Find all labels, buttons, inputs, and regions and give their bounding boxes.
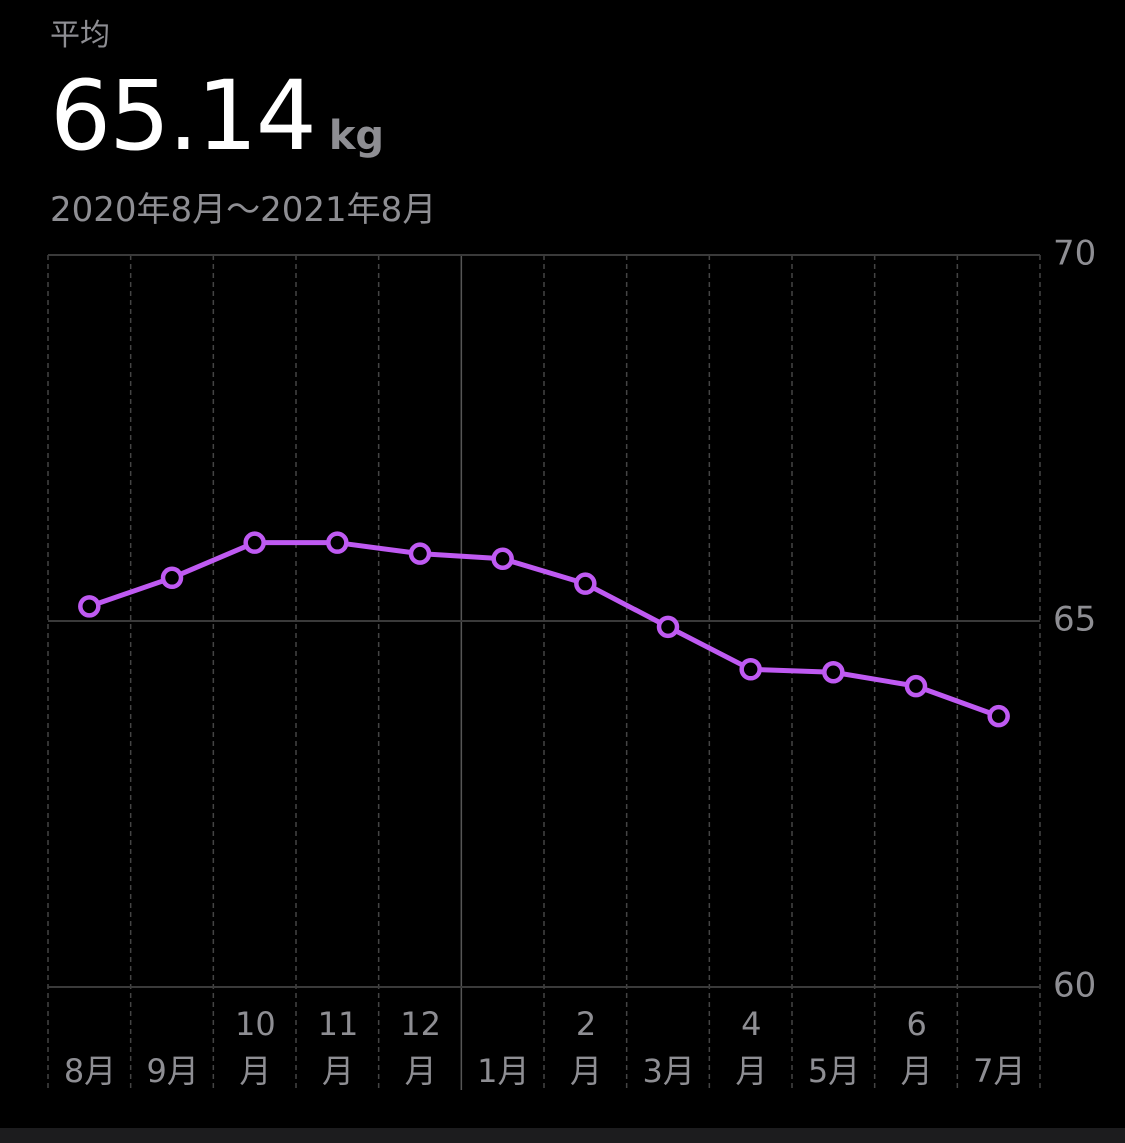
stat-value-row: 65.14 kg — [50, 60, 384, 172]
stat-unit: kg — [328, 113, 385, 159]
y-tick-label: 70 — [1053, 234, 1096, 274]
point — [987, 704, 1010, 728]
x-tick-label: 11 月 — [317, 1005, 359, 1090]
point — [326, 531, 349, 554]
x-tick-label: 9月 — [146, 1052, 199, 1090]
point — [904, 674, 928, 698]
x-tick-label: 12 月 — [400, 1005, 442, 1090]
x-tick-label: 6 月 — [900, 1005, 933, 1090]
x-tick-label: 5月 — [807, 1052, 861, 1090]
line — [88, 540, 1000, 719]
y-tick-label: 65 — [1053, 600, 1096, 640]
point — [822, 660, 845, 684]
date-range: 2020年8月〜2021年8月 — [50, 190, 437, 230]
point — [408, 542, 432, 565]
bottom-bar — [0, 1128, 1125, 1143]
stat-label: 平均 — [50, 18, 110, 53]
point — [243, 531, 266, 554]
x-tick-label: 10 月 — [234, 1005, 276, 1090]
stat-value: 65.14 — [50, 60, 317, 172]
x-tick-label: 2 月 — [569, 1005, 602, 1090]
x-tick-label: 8月 — [63, 1052, 117, 1090]
point — [656, 615, 680, 639]
point — [574, 572, 597, 595]
point — [160, 566, 184, 590]
y-tick-label: 60 — [1053, 966, 1096, 1006]
x-tick-label: 7月 — [973, 1052, 1026, 1090]
point — [739, 658, 762, 681]
x-tick-label: 1月 — [477, 1052, 530, 1090]
x-tick-label: 3月 — [642, 1052, 695, 1090]
point — [491, 547, 514, 571]
x-tick-label: 4 月 — [735, 1005, 768, 1090]
point — [78, 595, 101, 618]
